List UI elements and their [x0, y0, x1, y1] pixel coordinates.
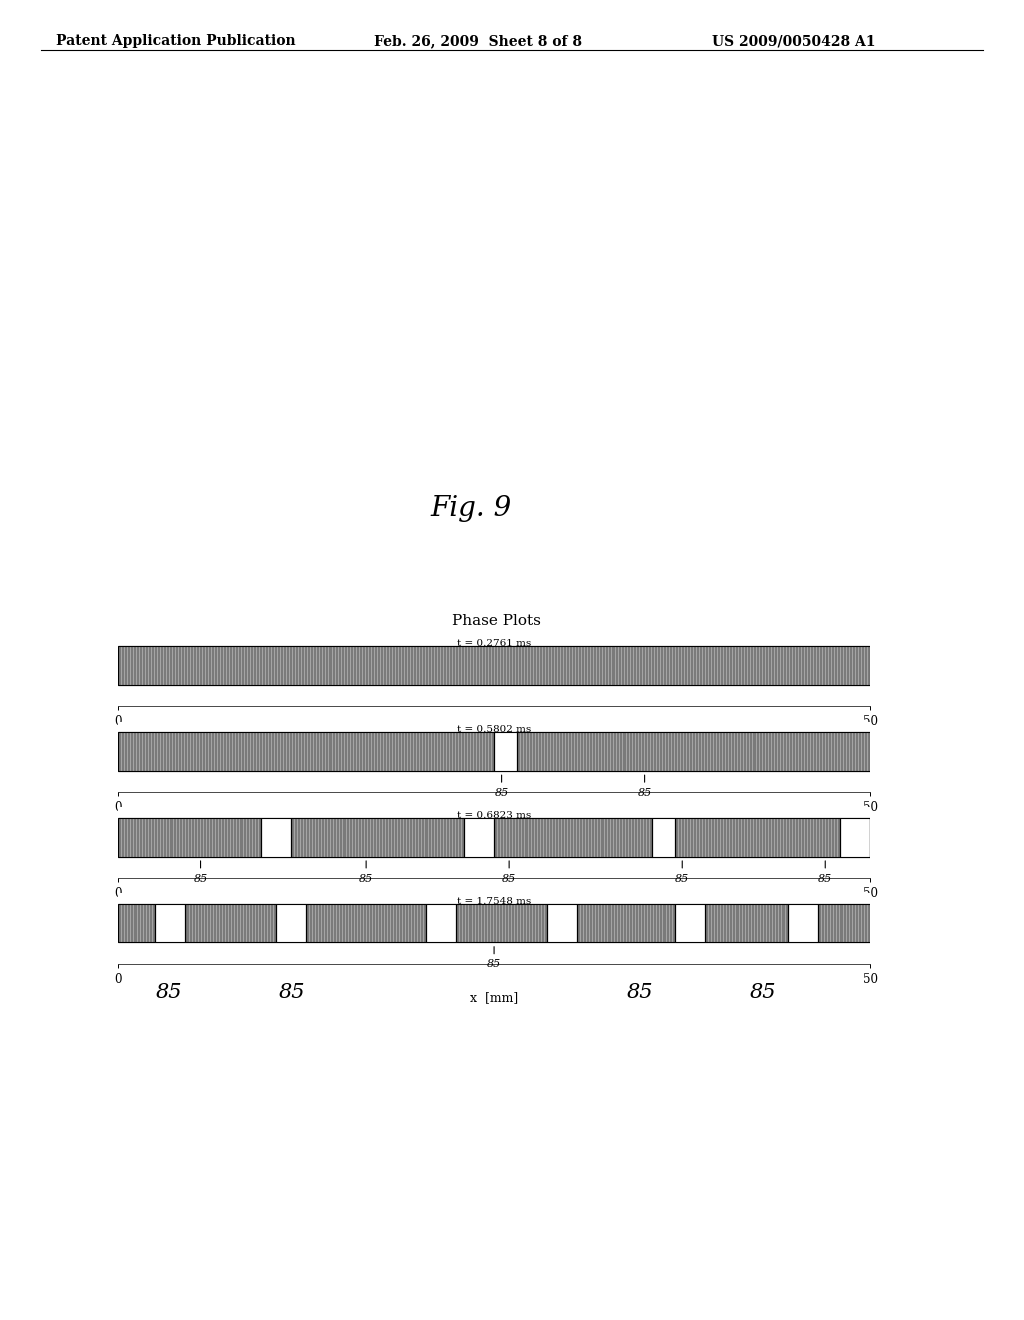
- Text: 85: 85: [818, 874, 833, 883]
- Text: t = 0.5802 ms: t = 0.5802 ms: [457, 725, 531, 734]
- Bar: [118, 904, 870, 942]
- Bar: [118, 818, 870, 857]
- Text: 85: 85: [638, 788, 651, 797]
- Text: 85: 85: [194, 874, 208, 883]
- Bar: [787, 904, 818, 942]
- Bar: [841, 818, 870, 857]
- Bar: [118, 904, 156, 942]
- Bar: [306, 904, 426, 942]
- Text: t = 0.6823 ms: t = 0.6823 ms: [457, 810, 531, 820]
- Text: Phase Plots: Phase Plots: [453, 614, 541, 628]
- Bar: [577, 904, 675, 942]
- Bar: [818, 904, 870, 942]
- Bar: [705, 904, 787, 942]
- Bar: [457, 904, 547, 942]
- Bar: [464, 818, 494, 857]
- Bar: [118, 733, 494, 771]
- Text: t = 0.2761 ms: t = 0.2761 ms: [457, 639, 531, 648]
- Bar: [652, 818, 675, 857]
- Bar: [118, 647, 870, 685]
- Bar: [118, 904, 870, 942]
- Text: Fig. 9: Fig. 9: [430, 495, 511, 521]
- Text: 85: 85: [627, 983, 653, 1002]
- Text: 85: 85: [502, 874, 516, 883]
- Bar: [118, 647, 870, 685]
- Bar: [494, 733, 517, 771]
- Bar: [675, 904, 705, 942]
- Bar: [118, 818, 870, 857]
- Bar: [675, 818, 841, 857]
- Text: 85: 85: [487, 960, 501, 969]
- Text: Patent Application Publication: Patent Application Publication: [56, 34, 296, 49]
- Bar: [494, 818, 652, 857]
- Bar: [517, 733, 870, 771]
- Bar: [118, 733, 870, 771]
- Bar: [185, 904, 275, 942]
- Bar: [547, 904, 577, 942]
- Bar: [261, 818, 291, 857]
- Text: 85: 85: [156, 983, 182, 1002]
- Text: 85: 85: [675, 874, 689, 883]
- X-axis label: x  [mm]: x [mm]: [470, 991, 518, 1005]
- Text: 85: 85: [279, 983, 305, 1002]
- Text: Feb. 26, 2009  Sheet 8 of 8: Feb. 26, 2009 Sheet 8 of 8: [374, 34, 582, 49]
- Text: US 2009/0050428 A1: US 2009/0050428 A1: [712, 34, 876, 49]
- Bar: [291, 818, 464, 857]
- Bar: [118, 733, 870, 771]
- Text: 85: 85: [495, 788, 509, 797]
- Bar: [156, 904, 185, 942]
- Text: t = 1.7548 ms: t = 1.7548 ms: [457, 896, 531, 906]
- Text: 85: 85: [359, 874, 374, 883]
- Bar: [275, 904, 306, 942]
- Bar: [118, 818, 261, 857]
- Bar: [118, 647, 870, 685]
- Text: 85: 85: [750, 983, 776, 1002]
- Bar: [426, 904, 457, 942]
